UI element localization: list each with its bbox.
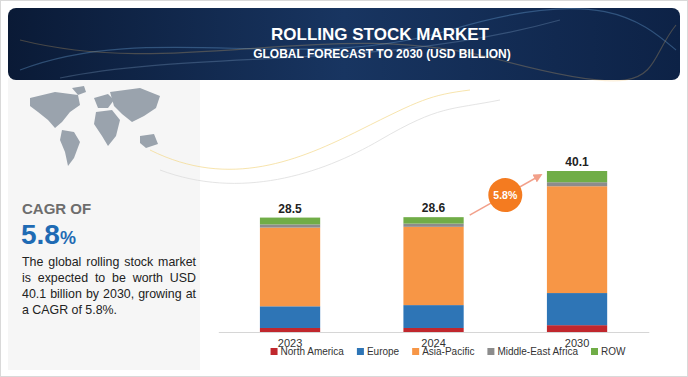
- cagr-label: CAGR OF: [22, 200, 91, 217]
- legend-label: ROW: [601, 346, 626, 357]
- continent: [72, 86, 86, 95]
- bar-segment: [547, 171, 607, 182]
- total-label: 28.5: [278, 202, 302, 216]
- legend-swatch: [487, 348, 494, 355]
- legend: North America Europe Asia-Pacific Middle-Ea…: [271, 346, 626, 357]
- cagr-arrow: [470, 175, 541, 215]
- bar-segment: [260, 218, 320, 225]
- chart-title: ROLLING STOCK MARKET: [271, 25, 489, 44]
- bar-segment: [260, 306, 320, 328]
- bar-segment: [547, 186, 607, 293]
- continent: [94, 110, 120, 146]
- legend-item: Asia-Pacific: [412, 346, 474, 357]
- legend-item: Europe: [357, 346, 400, 357]
- legend-item: Middle-East Africa: [487, 346, 578, 357]
- bar-segment: [403, 224, 463, 227]
- world-map: [30, 86, 160, 166]
- cagr-value: 5.8%: [21, 219, 76, 250]
- bar-segment: [403, 217, 463, 223]
- bar-segment: [403, 227, 463, 305]
- cagr-bubble: [488, 178, 522, 212]
- continent: [94, 94, 114, 108]
- bar-segment: [260, 328, 320, 332]
- cagr-value-suffix: %: [60, 228, 76, 248]
- total-label: 40.1: [565, 155, 589, 169]
- legend-label: Asia-Pacific: [422, 346, 474, 357]
- legend-swatch: [591, 348, 598, 355]
- bar-segment: [403, 305, 463, 328]
- background: [1, 1, 688, 377]
- x-axis-line: [219, 332, 650, 333]
- page: {"chart_data": {"type": "bar", "stacked"…: [0, 0, 688, 377]
- legend-swatch: [357, 348, 364, 355]
- continent: [30, 92, 80, 128]
- chart-svg: ROLLING STOCK MARKET GLOBAL FORECAST TO 2…: [0, 0, 688, 377]
- cagr-annotation: 5.8%: [470, 175, 541, 215]
- legend-swatch: [271, 348, 278, 355]
- bar-segment: [403, 328, 463, 332]
- header-streak: [60, 20, 560, 78]
- legend-item: North America: [271, 346, 345, 357]
- cagr-bubble-label: 5.8%: [493, 189, 518, 201]
- header-streak: [20, 25, 676, 81]
- bar-segment: [547, 293, 607, 325]
- bar-segment: [547, 182, 607, 186]
- legend-label: Middle-East Africa: [497, 346, 578, 357]
- header-banner: [8, 8, 680, 80]
- legend-item: ROW: [591, 346, 626, 357]
- bars: [260, 171, 607, 332]
- continent: [60, 130, 80, 166]
- legend-label: Europe: [367, 346, 400, 357]
- legend-label: North America: [281, 346, 345, 357]
- bar-segment: [260, 224, 320, 227]
- deco-curve: [150, 90, 470, 169]
- bar-segment: [547, 325, 607, 332]
- total-label: 28.6: [422, 201, 446, 215]
- continent: [140, 134, 158, 148]
- header-streaks: [20, 9, 676, 81]
- deco-curve: [160, 100, 500, 183]
- cagr-description: The global rolling stock market is expec…: [22, 254, 196, 318]
- legend-swatch: [412, 348, 419, 355]
- header-streak: [20, 9, 676, 70]
- chart-subtitle: GLOBAL FORECAST TO 2030 (USD BILLION): [253, 47, 511, 61]
- sidebar-panel: [8, 78, 200, 370]
- bar-segment: [260, 228, 320, 307]
- data-labels: 28.5 28.6 40.1: [278, 155, 589, 216]
- chart-container: ROLLING STOCK MARKET GLOBAL FORECAST TO 2…: [0, 0, 688, 377]
- cagr-value-number: 5.8: [21, 219, 60, 250]
- continent: [110, 88, 160, 122]
